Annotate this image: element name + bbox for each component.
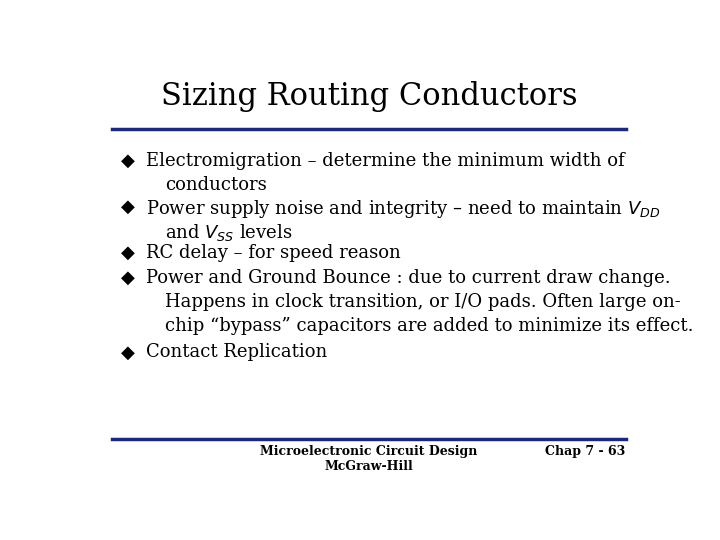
Text: Microelectronic Circuit Design
McGraw-Hill: Microelectronic Circuit Design McGraw-Hi… <box>261 446 477 473</box>
Text: ◆: ◆ <box>121 152 135 170</box>
Text: Power supply noise and integrity – need to maintain $V_{DD}$: Power supply noise and integrity – need … <box>145 198 660 220</box>
Text: conductors: conductors <box>166 176 267 194</box>
Text: ◆: ◆ <box>121 244 135 261</box>
Text: ◆: ◆ <box>121 343 135 361</box>
Text: chip “bypass” capacitors are added to minimize its effect.: chip “bypass” capacitors are added to mi… <box>166 317 694 335</box>
Text: Contact Replication: Contact Replication <box>145 343 327 361</box>
Text: ◆: ◆ <box>121 268 135 287</box>
Text: ◆: ◆ <box>121 198 135 216</box>
Text: Happens in clock transition, or I/O pads. Often large on-: Happens in clock transition, or I/O pads… <box>166 293 681 310</box>
Text: and $V_{SS}$ levels: and $V_{SS}$ levels <box>166 222 292 243</box>
Text: Electromigration – determine the minimum width of: Electromigration – determine the minimum… <box>145 152 624 170</box>
Text: Chap 7 - 63: Chap 7 - 63 <box>546 446 626 458</box>
Text: Power and Ground Bounce : due to current draw change.: Power and Ground Bounce : due to current… <box>145 268 670 287</box>
Text: RC delay – for speed reason: RC delay – for speed reason <box>145 244 400 261</box>
Text: Sizing Routing Conductors: Sizing Routing Conductors <box>161 82 577 112</box>
